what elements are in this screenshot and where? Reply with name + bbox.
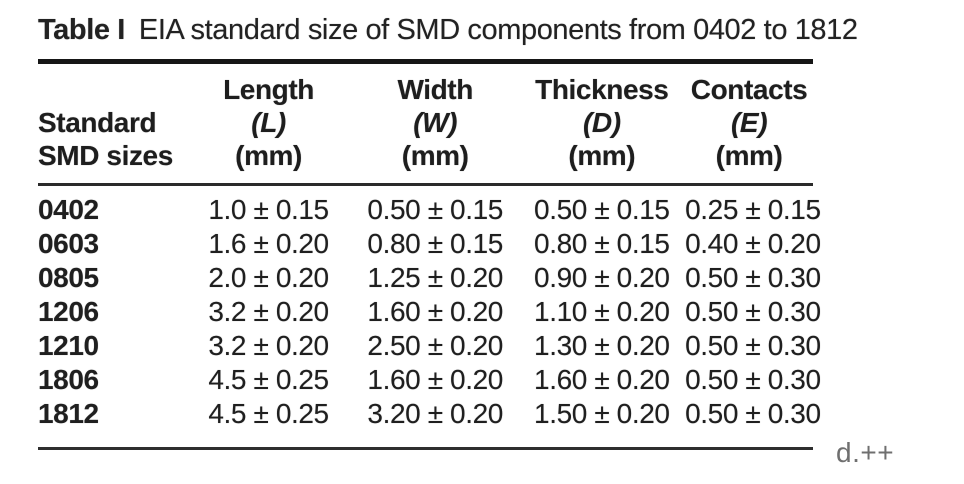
contacts-cell: 0.50 ± 0.30 — [685, 296, 821, 327]
smd-sizes-table: Standard SMD sizes Length (L) (mm) Width… — [38, 59, 821, 450]
size-cell: 0402 — [38, 194, 99, 225]
size-cell: 0805 — [38, 262, 99, 293]
width-cell: 3.20 ± 0.20 — [367, 398, 503, 429]
table-row: 0402 1.0 ± 0.15 0.50 ± 0.15 0.50 ± 0.15 … — [38, 185, 821, 227]
table-caption-label: Table I — [38, 14, 125, 46]
width-cell: 1.60 ± 0.20 — [367, 296, 503, 327]
contacts-cell: 0.50 ± 0.30 — [685, 364, 821, 395]
thickness-cell: 1.50 ± 0.20 — [534, 398, 670, 429]
header-row: Standard SMD sizes Length (L) (mm) Width… — [38, 61, 813, 186]
header-line: Standard — [38, 107, 157, 138]
length-cell: 1.6 ± 0.20 — [208, 228, 329, 259]
contacts-cell: 0.25 ± 0.15 — [685, 194, 821, 225]
length-cell: 2.0 ± 0.20 — [208, 262, 329, 293]
length-cell: 3.2 ± 0.20 — [208, 296, 329, 327]
width-cell: 0.50 ± 0.15 — [367, 194, 503, 225]
table-row: 1812 4.5 ± 0.25 3.20 ± 0.20 1.50 ± 0.20 … — [38, 396, 821, 449]
table-row: 1206 3.2 ± 0.20 1.60 ± 0.20 1.10 ± 0.20 … — [38, 294, 821, 328]
contacts-cell: 0.50 ± 0.30 — [685, 398, 821, 429]
contacts-cell: 0.50 ± 0.30 — [685, 330, 821, 361]
header-length: Length (L) (mm) — [185, 61, 352, 186]
header-symbol: (E) — [731, 107, 768, 138]
header-name: Width — [397, 74, 473, 105]
table-row: 0805 2.0 ± 0.20 1.25 ± 0.20 0.90 ± 0.20 … — [38, 260, 821, 294]
width-cell: 1.60 ± 0.20 — [367, 364, 503, 395]
header-symbol: (D) — [582, 107, 621, 138]
length-cell: 3.2 ± 0.20 — [208, 330, 329, 361]
length-cell: 4.5 ± 0.25 — [208, 398, 329, 429]
header-name: Thickness — [535, 74, 669, 105]
header-symbol: (W) — [413, 107, 458, 138]
size-cell: 1812 — [38, 398, 99, 429]
size-cell: 1210 — [38, 330, 99, 361]
thickness-cell: 1.60 ± 0.20 — [534, 364, 670, 395]
header-unit: (mm) — [715, 140, 783, 171]
thickness-cell: 1.30 ± 0.20 — [534, 330, 670, 361]
contacts-cell: 0.40 ± 0.20 — [685, 228, 821, 259]
width-cell: 1.25 ± 0.20 — [367, 262, 503, 293]
width-cell: 2.50 ± 0.20 — [367, 330, 503, 361]
width-cell: 0.80 ± 0.15 — [367, 228, 503, 259]
contacts-cell: 0.50 ± 0.30 — [685, 262, 821, 293]
header-width: Width (W) (mm) — [351, 61, 519, 186]
length-cell: 1.0 ± 0.15 — [208, 194, 329, 225]
header-unit: (mm) — [568, 140, 636, 171]
header-name: Length — [223, 74, 315, 105]
header-line: SMD sizes — [38, 140, 173, 171]
table-header: Standard SMD sizes Length (L) (mm) Width… — [38, 61, 813, 186]
size-cell: 0603 — [38, 228, 99, 259]
header-thickness: Thickness (D) (mm) — [518, 61, 686, 186]
header-symbol: (L) — [251, 107, 286, 138]
table-caption: Table I EIA standard size of SMD componen… — [38, 10, 858, 50]
table-row: 1210 3.2 ± 0.20 2.50 ± 0.20 1.30 ± 0.20 … — [38, 328, 821, 362]
header-name: Contacts — [690, 74, 808, 105]
overlay-artifact-text: d.++ — [836, 437, 895, 468]
figure-container: Table I EIA standard size of SMD componen… — [38, 10, 858, 450]
table-row: 1806 4.5 ± 0.25 1.60 ± 0.20 1.60 ± 0.20 … — [38, 362, 821, 396]
size-cell: 1206 — [38, 296, 99, 327]
thickness-cell: 1.10 ± 0.20 — [534, 296, 670, 327]
length-cell: 4.5 ± 0.25 — [208, 364, 329, 395]
header-unit: (mm) — [235, 140, 302, 171]
table-body: 0402 1.0 ± 0.15 0.50 ± 0.15 0.50 ± 0.15 … — [38, 185, 821, 449]
table-caption-text: EIA standard size of SMD components from… — [138, 14, 858, 46]
size-cell: 1806 — [38, 364, 99, 395]
thickness-cell: 0.90 ± 0.20 — [534, 262, 670, 293]
thickness-cell: 0.80 ± 0.15 — [534, 228, 670, 259]
thickness-cell: 0.50 ± 0.15 — [534, 194, 670, 225]
header-contacts: Contacts (E) (mm) — [685, 61, 813, 186]
table-row: 0603 1.6 ± 0.20 0.80 ± 0.15 0.80 ± 0.15 … — [38, 226, 821, 260]
header-unit: (mm) — [401, 140, 469, 171]
header-standard-smd-sizes: Standard SMD sizes — [38, 61, 186, 186]
